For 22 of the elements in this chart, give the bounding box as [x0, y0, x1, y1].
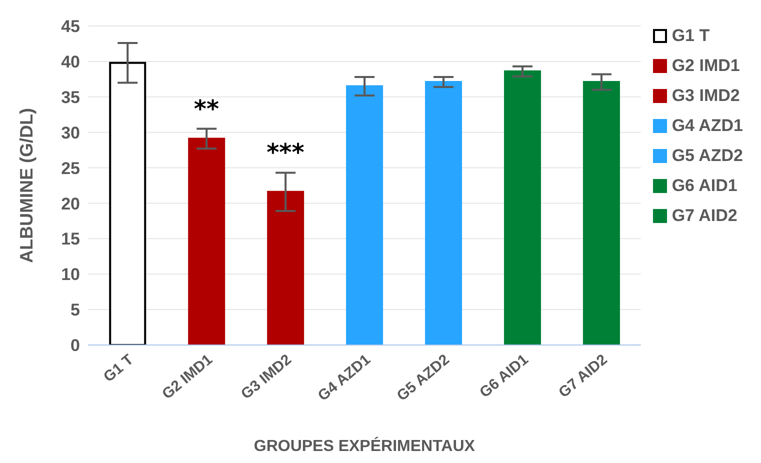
y-tick-label: 40 [61, 52, 80, 72]
legend-label: G6 AID1 [672, 176, 738, 196]
annotation: ** [194, 94, 220, 123]
x-axis-title: GROUPES EXPÉRIMENTAUX [254, 436, 476, 455]
legend-label: G5 AZD2 [672, 146, 743, 166]
y-tick-label: 30 [61, 123, 80, 142]
legend-label: G2 IMD1 [672, 56, 740, 76]
y-tick-label: 10 [61, 265, 80, 284]
y-axis-title: ALBUMINE (G/DL) [16, 108, 36, 263]
legend-label: G3 IMD2 [672, 86, 740, 106]
y-tick-label: 0 [70, 336, 80, 356]
legend-label: G4 AZD1 [672, 116, 743, 136]
y-tick-label: 35 [61, 88, 80, 107]
y-tick-label: 15 [61, 230, 80, 249]
legend-label: G7 AID2 [672, 206, 738, 226]
y-tick-label: 25 [61, 158, 80, 178]
x-tick-label: G1 T [100, 351, 137, 386]
annotation: *** [266, 138, 305, 167]
y-tick-label: 45 [61, 17, 80, 36]
legend-label: G1 T [672, 26, 710, 46]
y-tick-label: 20 [61, 194, 80, 214]
y-tick-label: 5 [70, 300, 80, 320]
